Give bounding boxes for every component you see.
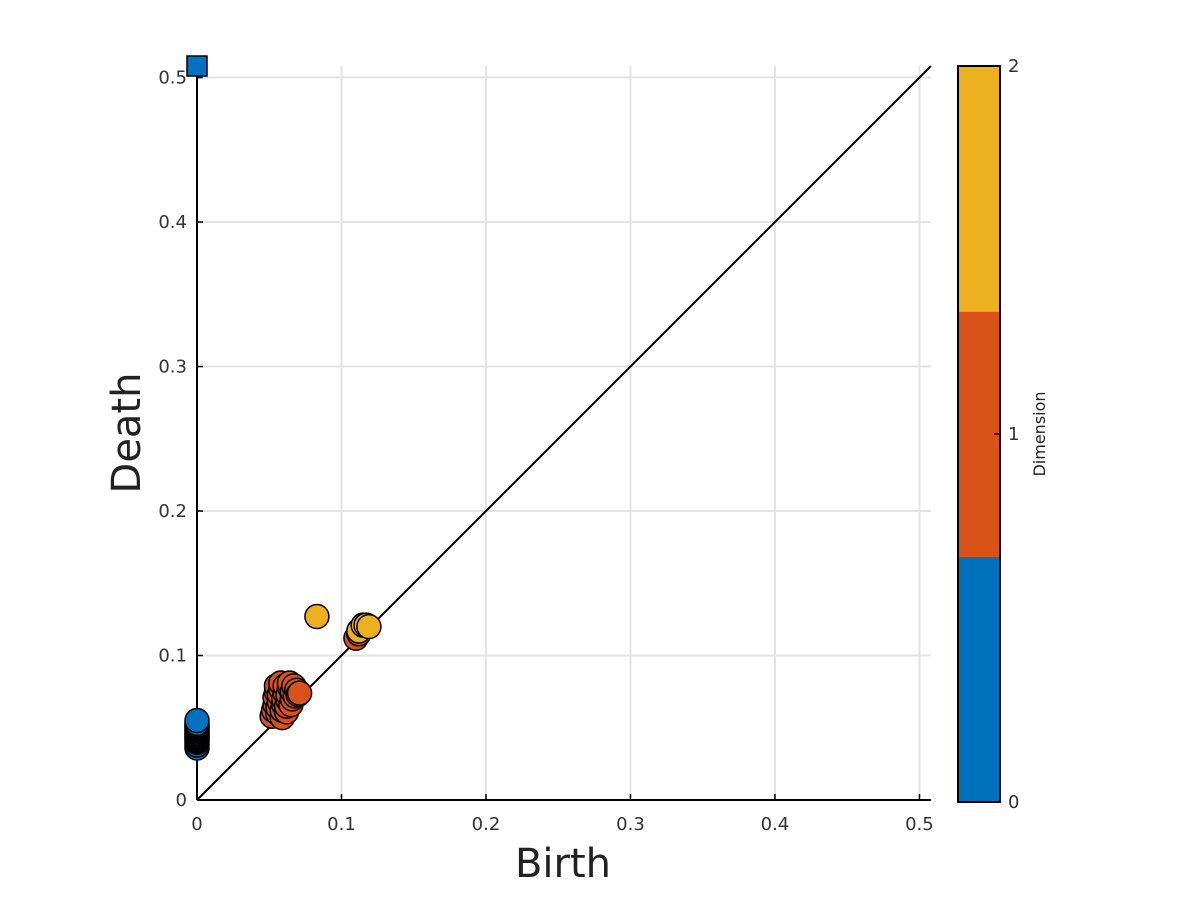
y-tick-label: 0 bbox=[176, 790, 187, 811]
x-tick-label: 0.5 bbox=[905, 814, 934, 835]
y-tick-label: 0.3 bbox=[158, 357, 187, 378]
data-point-dim2 bbox=[356, 613, 382, 640]
data-point-dim2 bbox=[304, 603, 330, 630]
x-tick-label: 0.4 bbox=[761, 814, 790, 835]
y-tick-label: 0.1 bbox=[158, 646, 187, 667]
y-tick-label: 0.2 bbox=[158, 501, 187, 522]
colorbar-tick-label: 0 bbox=[1008, 792, 1019, 813]
x-axis-ticks: 0 0.1 0.2 0.3 0.4 0.5 bbox=[191, 794, 934, 835]
x-tick-label: 0.3 bbox=[616, 814, 645, 835]
x-axis-label: Birth bbox=[515, 841, 611, 887]
diagonal-line bbox=[196, 65, 932, 801]
y-tick-label: 0.4 bbox=[158, 212, 187, 233]
colorbar-segment-0 bbox=[958, 556, 1000, 803]
colorbar-tick-label: 1 bbox=[1008, 424, 1019, 445]
colorbar-segment-1 bbox=[958, 311, 1000, 558]
colorbar-title: Dimension bbox=[1030, 391, 1049, 476]
colorbar-segment-2 bbox=[958, 66, 1000, 312]
colorbar-tick-label: 2 bbox=[1008, 56, 1019, 77]
axes bbox=[196, 66, 931, 801]
y-axis-ticks: 0 0.1 0.2 0.3 0.4 0.5 bbox=[158, 68, 203, 811]
data-point-dim1 bbox=[286, 680, 313, 706]
y-tick-label: 0.5 bbox=[158, 68, 187, 89]
y-axis-label: Death bbox=[104, 373, 150, 494]
x-tick-label: 0.1 bbox=[327, 814, 356, 835]
grid bbox=[196, 66, 931, 801]
data-point-dim0 bbox=[184, 707, 210, 734]
colorbar: 0 1 2 bbox=[957, 56, 1019, 813]
data-points bbox=[184, 55, 382, 761]
x-tick-label: 0.2 bbox=[472, 814, 501, 835]
infinite-point-dim0 bbox=[186, 55, 208, 77]
x-tick-label: 0 bbox=[191, 814, 202, 835]
